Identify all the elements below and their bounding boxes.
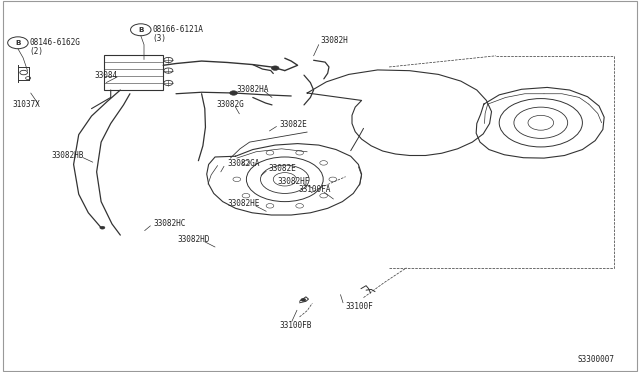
Text: 33082E: 33082E [269,164,296,173]
Text: 33082GA: 33082GA [227,159,260,168]
Text: 33100F: 33100F [346,302,373,311]
Text: 33082HA: 33082HA [237,85,269,94]
Text: 33084: 33084 [95,71,118,80]
Text: 33082HB: 33082HB [51,151,84,160]
Circle shape [271,66,279,70]
Text: 33082E: 33082E [279,120,307,129]
Text: 33082HF: 33082HF [278,177,310,186]
Text: 33082HE: 33082HE [228,199,260,208]
Text: 33100FB: 33100FB [279,321,312,330]
Text: B: B [15,40,20,46]
Text: 33082HD: 33082HD [178,235,211,244]
Circle shape [100,226,105,229]
Text: 08146-6162G: 08146-6162G [29,38,80,47]
Text: 08166-6121A: 08166-6121A [152,25,203,34]
Text: 33100FA: 33100FA [298,185,331,194]
Text: 33082HC: 33082HC [154,219,186,228]
Text: 33082G: 33082G [216,100,244,109]
Circle shape [301,298,306,301]
Text: (2): (2) [29,47,44,56]
Circle shape [230,91,237,95]
Text: S3300007: S3300007 [577,355,614,364]
Bar [104,55,163,90]
Text: 33082H: 33082H [320,36,348,45]
Text: (3): (3) [152,34,166,43]
Text: B: B [138,27,143,33]
Text: 31037X: 31037X [13,100,40,109]
